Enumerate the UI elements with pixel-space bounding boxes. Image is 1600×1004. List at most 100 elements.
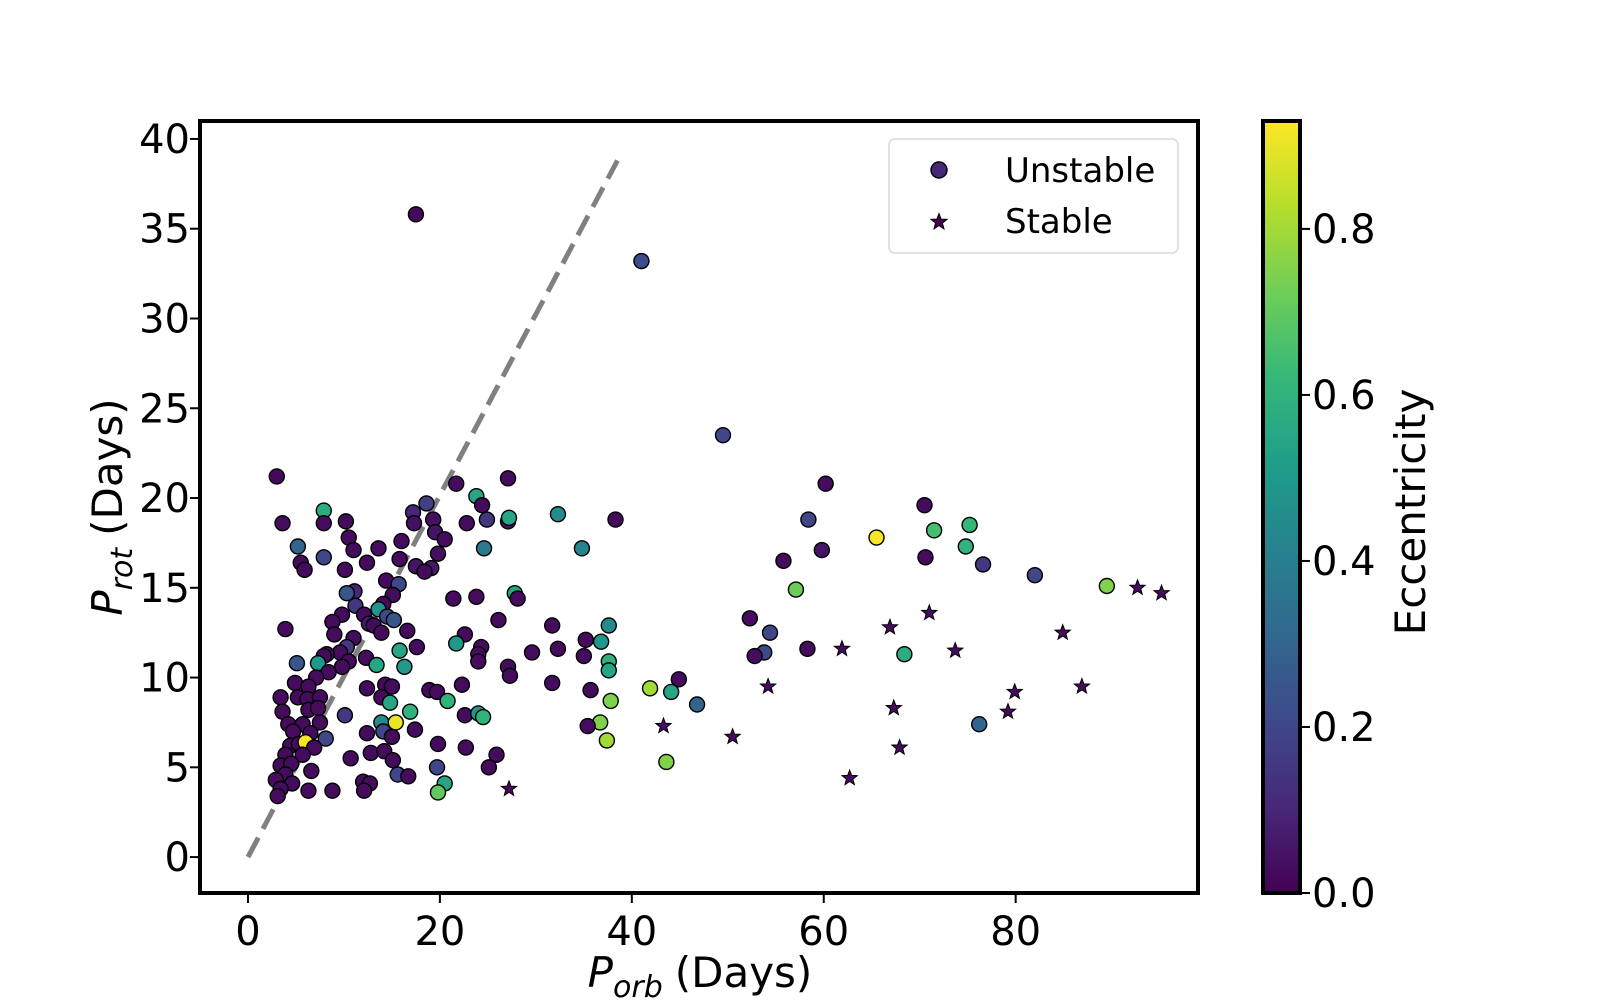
data-point-unstable <box>468 588 485 605</box>
data-point-unstable <box>775 552 792 570</box>
x-tick-label: 60 <box>798 909 849 955</box>
data-point-stable <box>884 698 903 716</box>
data-point-stable <box>1152 583 1171 601</box>
data-point-unstable <box>543 617 561 634</box>
y-axis-label: Prot (Days) <box>83 398 140 615</box>
data-point-unstable <box>416 563 433 580</box>
data-point-unstable <box>305 739 323 756</box>
colorbar <box>1261 119 1302 895</box>
data-point-unstable <box>582 681 599 699</box>
data-point-unstable <box>286 674 304 692</box>
data-point-unstable <box>358 680 376 697</box>
data-point-unstable <box>355 782 373 799</box>
data-point-unstable <box>373 624 390 641</box>
data-point-unstable <box>315 514 332 532</box>
data-point-stable <box>1005 682 1024 700</box>
data-point-unstable <box>436 531 453 548</box>
data-point-stable <box>654 716 673 734</box>
data-point-unstable <box>925 522 943 539</box>
data-point-unstable <box>429 545 447 562</box>
data-point-unstable <box>269 787 286 805</box>
y-tick-label: 30 <box>139 296 190 342</box>
data-point-unstable <box>317 730 334 747</box>
legend-marker-stable <box>929 212 949 231</box>
data-point-unstable <box>309 699 327 717</box>
data-point-unstable <box>600 617 617 634</box>
colorbar-label: Eccentricity <box>1386 389 1435 636</box>
data-point-unstable <box>813 541 831 559</box>
data-point-unstable <box>336 707 354 724</box>
legend-label-stable: Stable <box>1005 202 1113 242</box>
data-point-unstable <box>358 725 376 742</box>
colorbar-tick-label: 0.6 <box>1312 373 1376 419</box>
y-tick-label: 5 <box>165 745 190 791</box>
data-point-unstable <box>658 753 675 771</box>
y-tick-label: 0 <box>165 835 190 881</box>
data-point-unstable <box>1098 577 1116 595</box>
data-point-stable <box>946 641 965 659</box>
data-point-unstable <box>573 540 591 557</box>
data-point-unstable <box>633 252 650 270</box>
data-point-unstable <box>439 692 456 710</box>
data-point-unstable <box>408 638 426 656</box>
data-point-stable <box>500 779 518 797</box>
data-point-unstable <box>418 495 435 512</box>
data-point-unstable <box>453 676 471 693</box>
data-point-stable <box>833 639 851 657</box>
data-point-unstable <box>799 640 816 658</box>
data-point-unstable <box>501 667 519 684</box>
data-point-unstable <box>429 735 447 753</box>
data-point-unstable <box>289 538 307 555</box>
data-point-unstable <box>345 541 362 559</box>
data-point-unstable <box>974 556 992 573</box>
data-point-stable <box>890 738 909 756</box>
data-point-unstable <box>456 707 474 724</box>
colorbar-ticks: 0.0 0.2 0.4 0.6 0.8 <box>1300 207 1376 917</box>
legend-box <box>888 138 1179 254</box>
colorbar-tick-label: 0.4 <box>1312 539 1376 585</box>
data-point-unstable <box>598 732 616 749</box>
y-axis-ticks: 0 5 10 15 20 25 30 35 40 <box>139 117 200 881</box>
data-point-unstable <box>274 514 291 532</box>
colorbar-tick-label: 0.8 <box>1312 207 1376 253</box>
data-point-unstable <box>429 784 447 801</box>
data-point-stable <box>999 702 1017 720</box>
data-point-unstable <box>475 540 493 557</box>
data-point-unstable <box>324 782 341 799</box>
data-point-unstable <box>401 703 419 720</box>
colorbar-tick-label: 0.0 <box>1312 871 1376 917</box>
data-point-unstable <box>288 654 306 672</box>
data-point-unstable <box>543 674 561 692</box>
data-point-unstable <box>917 549 934 566</box>
data-point-unstable <box>714 426 732 444</box>
y-tick-label: 15 <box>139 566 190 612</box>
x-axis-ticks: 0 20 40 60 80 <box>235 893 1041 955</box>
data-point-stable <box>920 603 939 621</box>
data-point-unstable <box>338 584 356 602</box>
data-point-unstable <box>523 644 541 661</box>
data-point-unstable <box>549 640 567 658</box>
x-tick-label: 80 <box>990 909 1041 955</box>
x-tick-label: 20 <box>414 909 465 955</box>
data-point-unstable <box>575 647 593 665</box>
data-point-unstable <box>458 514 475 532</box>
data-point-unstable <box>405 514 423 532</box>
data-point-unstable <box>500 509 518 526</box>
y-tick-label: 10 <box>139 656 190 702</box>
y-tick-label: 20 <box>139 476 190 522</box>
data-point-unstable <box>277 620 294 638</box>
data-point-unstable <box>817 475 834 492</box>
data-point-unstable <box>473 497 491 514</box>
y-tick-label: 25 <box>139 386 190 432</box>
data-point-unstable <box>509 590 526 607</box>
colorbar-tick-label: 0.2 <box>1312 705 1376 751</box>
data-point-unstable <box>688 696 706 713</box>
data-point-unstable <box>1026 567 1044 584</box>
data-point-unstable <box>272 689 289 706</box>
data-point-stable <box>1072 677 1091 695</box>
points-layer <box>267 206 1171 805</box>
data-point-unstable <box>381 694 399 711</box>
data-point-unstable <box>741 610 759 627</box>
data-point-unstable <box>499 470 517 487</box>
